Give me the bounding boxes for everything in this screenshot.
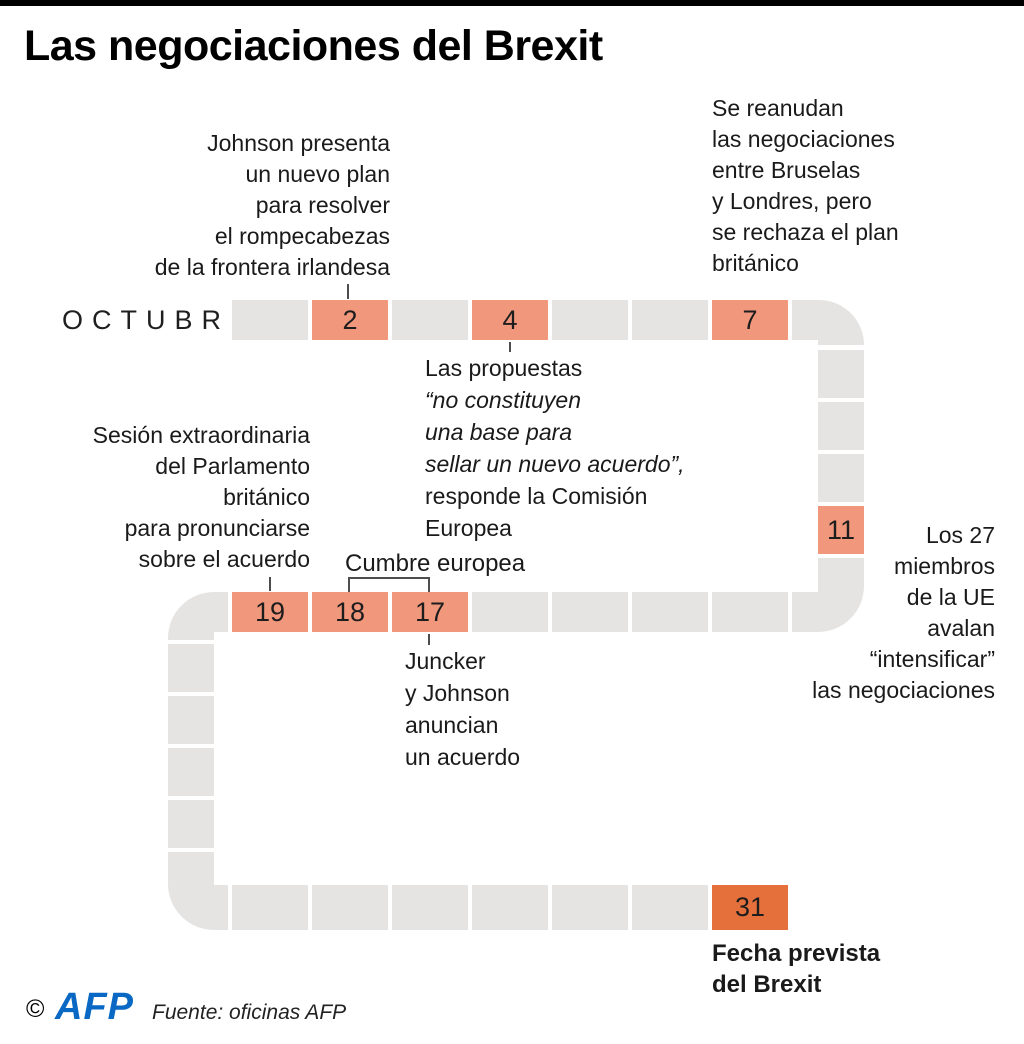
page-title: Las negociaciones del Brexit: [24, 22, 603, 70]
annotation-line: británico: [712, 250, 799, 276]
timeline-day-18: 18: [312, 592, 388, 632]
annotation-line: sobre el acuerdo: [138, 546, 310, 572]
connector-line: [428, 634, 430, 645]
timeline-block: [552, 885, 628, 930]
annotation-line: entre Bruselas: [712, 157, 861, 183]
timeline-block: [392, 885, 468, 930]
timeline-block: [168, 748, 214, 796]
annotation-johnson-plan: Johnson presenta un nuevo plan para reso…: [95, 128, 390, 283]
annotation-line: Sesión extraordinaria: [92, 422, 310, 448]
timeline-block: [632, 592, 708, 632]
timeline-day-2: 2: [312, 300, 388, 340]
annotation-line: “intensificar”: [869, 646, 995, 672]
annotation-line: responde la Comisión: [425, 483, 648, 509]
annotation-brexit-date: Fecha prevista del Brexit: [712, 938, 880, 1000]
timeline-day-31: 31: [712, 885, 788, 930]
annotation-line: sellar un nuevo acuerdo”,: [425, 451, 685, 477]
annotation-line: Las propuestas: [425, 355, 583, 381]
timeline-day-17: 17: [392, 592, 468, 632]
source-credit: Fuente: oficinas AFP: [152, 1001, 347, 1024]
timeline-block: [818, 454, 864, 502]
connector-line: [348, 577, 350, 592]
timeline-block: [712, 592, 788, 632]
annotation-line: para resolver: [255, 192, 390, 218]
annotation-line: de la UE: [906, 584, 995, 610]
annotation-european-summit: Cumbre europea: [345, 550, 526, 577]
timeline-block: [168, 644, 214, 692]
annotation-juncker-johnson-deal: Juncker y Johnson anuncian un acuerdo: [405, 645, 625, 773]
copyright-symbol: ©: [26, 995, 45, 1023]
timeline-corner-top-right: [792, 300, 864, 345]
annotation-line: las negociaciones: [812, 677, 995, 703]
month-label: OCTUBRE: [62, 305, 258, 335]
timeline-day-19: 19: [232, 592, 308, 632]
annotation-line: las negociaciones: [712, 126, 895, 152]
annotation-line: se rechaza el plan: [712, 219, 899, 245]
timeline-day-11: 11: [818, 506, 864, 554]
annotation-line: Fecha prevista: [712, 940, 881, 967]
timeline-block: [552, 300, 628, 340]
timeline-block: [632, 885, 708, 930]
connector-line: [269, 577, 271, 591]
annotation-line: anuncian: [405, 712, 499, 738]
annotation-line: un nuevo plan: [245, 161, 390, 187]
annotation-line: Juncker: [405, 648, 486, 674]
annotation-line: el rompecabezas: [214, 223, 390, 249]
annotation-line: británico: [223, 484, 310, 510]
connector-line: [509, 342, 511, 352]
annotation-parliament-session: Sesión extraordinaria del Parlamento bri…: [30, 420, 310, 575]
annotation-line: para pronunciarse: [124, 515, 310, 541]
timeline-block: [168, 696, 214, 744]
timeline-day-7: 7: [712, 300, 788, 340]
timeline-block: [818, 350, 864, 398]
timeline-block: [552, 592, 628, 632]
annotation-line: Europea: [425, 515, 512, 541]
connector-bracket: [348, 577, 430, 579]
annotation-line: de la frontera irlandesa: [154, 254, 390, 280]
timeline-day-4: 4: [472, 300, 548, 340]
annotation-line: del Brexit: [712, 971, 822, 998]
annotation-line: “no constituyen: [425, 387, 581, 413]
timeline-block: [472, 885, 548, 930]
annotation-line: un acuerdo: [405, 744, 521, 770]
timeline-block: [818, 402, 864, 450]
timeline-corner-bottom-left: [168, 852, 228, 930]
timeline-block: [632, 300, 708, 340]
annotation-line: del Parlamento: [155, 453, 310, 479]
timeline-block: [392, 300, 468, 340]
timeline-block: [168, 800, 214, 848]
annotation-line: y Londres, pero: [712, 188, 872, 214]
connector-line: [428, 577, 430, 592]
connector-line: [347, 284, 349, 299]
annotation-negotiations-resume: Se reanudan las negociaciones entre Brus…: [712, 93, 982, 279]
timeline-block: [312, 885, 388, 930]
timeline-block: [472, 592, 548, 632]
timeline-block: [232, 885, 308, 930]
annotation-commission-response: Las propuestas “no constituyen una base …: [425, 352, 735, 544]
annotation-line: Se reanudan: [712, 95, 844, 121]
annotation-line: Johnson presenta: [207, 130, 390, 156]
annotation-line: miembros: [894, 553, 995, 579]
top-bar: [0, 0, 1024, 6]
timeline-block: [232, 300, 308, 340]
annotation-line: y Johnson: [405, 680, 510, 706]
annotation-line: una base para: [425, 419, 573, 445]
annotation-line: avalan: [927, 615, 995, 641]
annotation-eu27-intensify: Los 27 miembros de la UE avalan “intensi…: [770, 520, 995, 706]
afp-logo: AFP: [55, 986, 134, 1028]
annotation-line: Los 27: [925, 522, 995, 548]
timeline-corner-top-left: [168, 592, 228, 640]
